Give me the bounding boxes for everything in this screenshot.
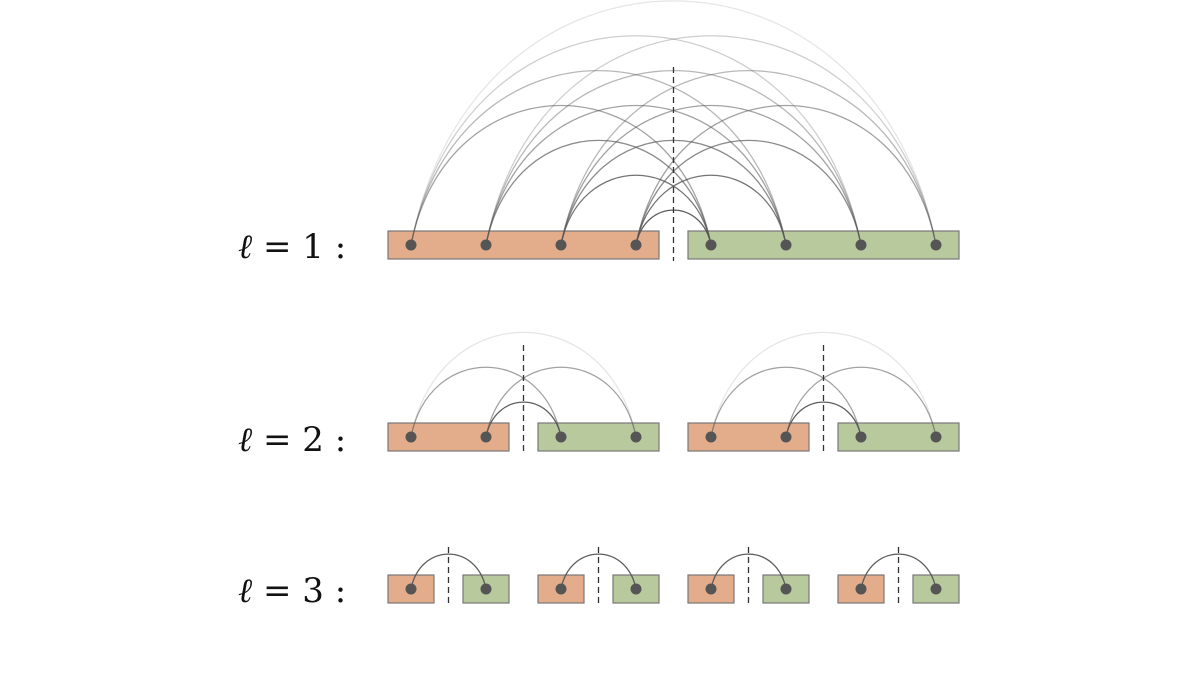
right-block bbox=[612, 574, 660, 604]
node-dot bbox=[555, 583, 567, 595]
level-2-relation: = 2 : bbox=[262, 420, 347, 460]
connection-arc bbox=[785, 366, 937, 438]
node-dot bbox=[405, 239, 417, 251]
connection-arc bbox=[410, 553, 487, 590]
left-block bbox=[387, 230, 660, 260]
node-dot bbox=[480, 431, 492, 443]
nodes-layer bbox=[405, 239, 942, 595]
level-1-symbol: ℓ bbox=[238, 227, 253, 267]
connection-arc bbox=[635, 139, 862, 246]
node-dot bbox=[780, 583, 792, 595]
node-dot bbox=[705, 431, 717, 443]
connection-arc bbox=[785, 401, 862, 438]
connection-arc bbox=[485, 401, 562, 438]
connection-arc bbox=[635, 105, 937, 246]
right-block bbox=[687, 230, 960, 260]
level-3-symbol: ℓ bbox=[238, 571, 253, 611]
connection-arc bbox=[485, 366, 637, 438]
level-2-symbol: ℓ bbox=[238, 420, 253, 460]
node-dot bbox=[705, 583, 717, 595]
dividers-layer bbox=[447, 67, 900, 605]
connection-arc bbox=[485, 105, 787, 246]
level-1-label: ℓ = 1 : bbox=[238, 230, 346, 264]
node-dot bbox=[555, 239, 567, 251]
connection-arc bbox=[485, 35, 937, 246]
blocks-layer bbox=[387, 230, 960, 604]
node-dot bbox=[780, 431, 792, 443]
connection-arc bbox=[410, 35, 862, 246]
node-dot bbox=[705, 239, 717, 251]
node-dot bbox=[930, 583, 942, 595]
node-dot bbox=[855, 239, 867, 251]
node-dot bbox=[480, 239, 492, 251]
node-dot bbox=[630, 583, 642, 595]
node-dot bbox=[480, 583, 492, 595]
connection-arc bbox=[710, 553, 787, 590]
node-dot bbox=[855, 431, 867, 443]
connection-arc bbox=[560, 69, 937, 246]
connection-arc bbox=[410, 69, 787, 246]
connection-arc bbox=[410, 0, 937, 246]
node-dot bbox=[930, 239, 942, 251]
level-2-label: ℓ = 2 : bbox=[238, 423, 346, 457]
level-1-relation: = 1 : bbox=[262, 227, 347, 267]
connection-arc bbox=[410, 366, 562, 438]
node-dot bbox=[405, 583, 417, 595]
connection-arc bbox=[710, 366, 862, 438]
connection-arc bbox=[485, 139, 712, 246]
connection-arc bbox=[710, 331, 937, 438]
node-dot bbox=[930, 431, 942, 443]
connection-arc bbox=[560, 105, 862, 246]
node-dot bbox=[405, 431, 417, 443]
node-dot bbox=[630, 239, 642, 251]
node-dot bbox=[780, 239, 792, 251]
connection-arc bbox=[410, 105, 712, 246]
level-3-label: ℓ = 3 : bbox=[238, 574, 346, 608]
node-dot bbox=[555, 431, 567, 443]
connection-arc bbox=[410, 331, 637, 438]
connection-arc bbox=[560, 174, 712, 246]
level-3-relation: = 3 : bbox=[262, 571, 347, 611]
connection-arc bbox=[860, 553, 937, 590]
node-dot bbox=[855, 583, 867, 595]
connection-arc bbox=[560, 553, 637, 590]
connection-arc bbox=[635, 174, 787, 246]
arcs-layer bbox=[410, 0, 937, 590]
node-dot bbox=[630, 431, 642, 443]
